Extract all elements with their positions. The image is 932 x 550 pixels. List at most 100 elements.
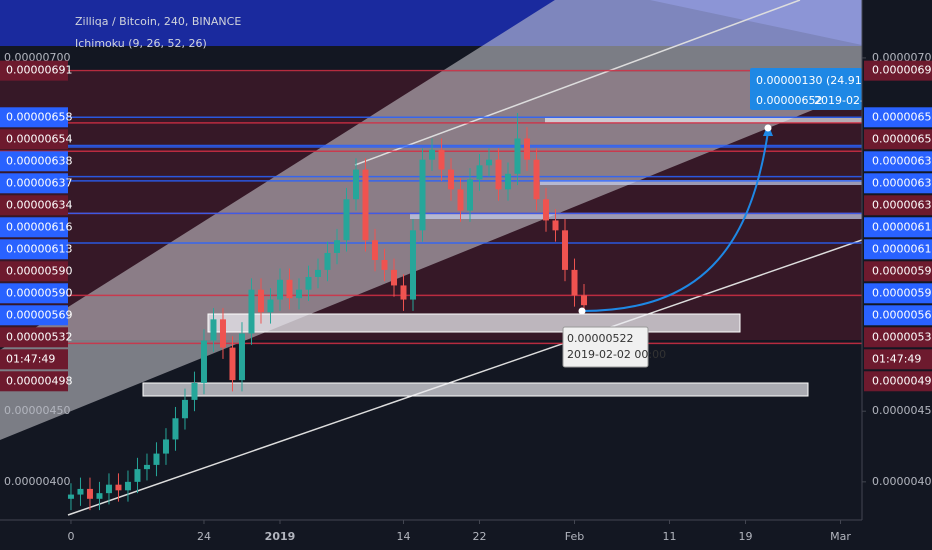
candle-body — [324, 252, 331, 270]
projection-date: 2019-02-2 — [814, 94, 871, 107]
price-label: 0.00000658 — [872, 110, 932, 123]
candle-body — [210, 319, 217, 341]
price-label: 0.00000569 — [872, 308, 932, 321]
candle-body — [409, 230, 416, 300]
price-label: 0.00000532 — [6, 330, 72, 343]
candle-body — [400, 285, 407, 300]
candle-body — [305, 276, 312, 290]
price-label: 0.00000637 — [6, 176, 72, 189]
price-label-bg — [864, 195, 932, 216]
zone-box — [142, 382, 809, 397]
channel-line — [67, 239, 862, 516]
price-label: 0.00000691 — [6, 64, 72, 77]
candle-body — [105, 484, 112, 494]
low-price: 0.00000522 — [567, 332, 633, 345]
price-label-bg — [864, 151, 932, 172]
price-label-bg — [0, 195, 68, 216]
x-tick-label: Feb — [565, 530, 584, 543]
candle-body — [96, 493, 103, 499]
x-tick-label: 11 — [663, 530, 677, 543]
candle-body — [219, 319, 226, 348]
time-axis — [0, 520, 932, 550]
candle-body — [77, 488, 84, 495]
candle-body — [476, 165, 483, 180]
y-tick-label: 0.00000400 — [4, 475, 70, 488]
candle-body — [390, 269, 397, 286]
zone-box — [410, 213, 862, 219]
candle-body — [276, 279, 283, 300]
x-tick-label: 2019 — [265, 530, 296, 543]
low-date: 2019-02-02 00:00 — [567, 348, 666, 361]
price-label: 0.00000498 — [6, 374, 72, 387]
price-label-bg — [0, 261, 68, 282]
candle-body — [153, 453, 160, 465]
candle-body — [562, 230, 569, 270]
price-label: 0.00000638 — [6, 154, 72, 167]
y-tick-label: 0.00000450 — [4, 404, 70, 417]
price-label-bg — [0, 60, 68, 81]
candle-body — [172, 418, 179, 440]
candle-body — [371, 240, 378, 260]
candle-body — [181, 399, 188, 419]
candle-body — [552, 220, 559, 231]
candle-body — [115, 484, 122, 491]
price-label: 0.00000638 — [872, 154, 932, 167]
candle-body — [286, 279, 293, 299]
price-label: 0.00000498 — [872, 374, 932, 387]
price-label: 0.00000654 — [872, 132, 932, 145]
channel-line — [354, 0, 801, 166]
price-label-bg — [0, 107, 68, 128]
price-label-bg — [864, 129, 932, 150]
low-tooltip — [562, 326, 649, 368]
price-label-bg — [864, 261, 932, 282]
price-label-bg — [0, 349, 68, 370]
price-label-bg — [0, 283, 68, 304]
candle-body — [514, 138, 521, 174]
candle-body — [191, 382, 198, 400]
candle-body — [505, 173, 512, 190]
channel-band — [650, 0, 862, 45]
candle-body — [381, 260, 388, 270]
projection-change: 0.00000130 (24.91 — [756, 74, 862, 87]
candle-body — [467, 179, 474, 211]
candle-body — [343, 199, 350, 241]
price-label-bg — [864, 349, 932, 370]
candle-body — [495, 159, 502, 190]
price-label-bg — [0, 327, 68, 348]
price-label: 0.00000691 — [872, 64, 932, 77]
candle-body — [67, 494, 74, 499]
zone-box — [540, 180, 862, 185]
candle-body — [486, 159, 493, 166]
candle-body — [257, 289, 264, 313]
price-label: 0.00000590 — [6, 264, 72, 277]
x-tick-label: 14 — [396, 530, 410, 543]
candle-body — [571, 269, 578, 296]
x-tick-label: 0 — [67, 530, 74, 543]
candle-body — [143, 464, 150, 470]
price-label: 0.00000616 — [6, 220, 72, 233]
price-label: 0.00000637 — [872, 176, 932, 189]
candle-body — [314, 269, 321, 277]
price-label: 0.00000616 — [872, 220, 932, 233]
price-label-bg — [0, 173, 68, 194]
candle-body — [543, 199, 550, 221]
price-label: 0.00000590 — [872, 286, 932, 299]
price-label-bg — [0, 239, 68, 260]
price-label: 0.00000613 — [872, 242, 932, 255]
price-label: 0.00000634 — [872, 198, 932, 211]
x-tick-label: Mar — [830, 530, 851, 543]
price-label: 01:47:49 — [872, 352, 921, 365]
candle-body — [200, 340, 207, 383]
candle-body — [362, 169, 369, 241]
candle-body — [162, 439, 169, 454]
candle-body — [229, 347, 236, 381]
price-label: 0.00000613 — [6, 242, 72, 255]
projection-price: 0.00000652 — [756, 94, 822, 107]
candle-body — [533, 159, 540, 200]
price-label-bg — [0, 151, 68, 172]
price-label-bg — [0, 129, 68, 150]
price-label-bg — [864, 173, 932, 194]
price-label-bg — [864, 60, 932, 81]
candle-body — [134, 469, 141, 482]
